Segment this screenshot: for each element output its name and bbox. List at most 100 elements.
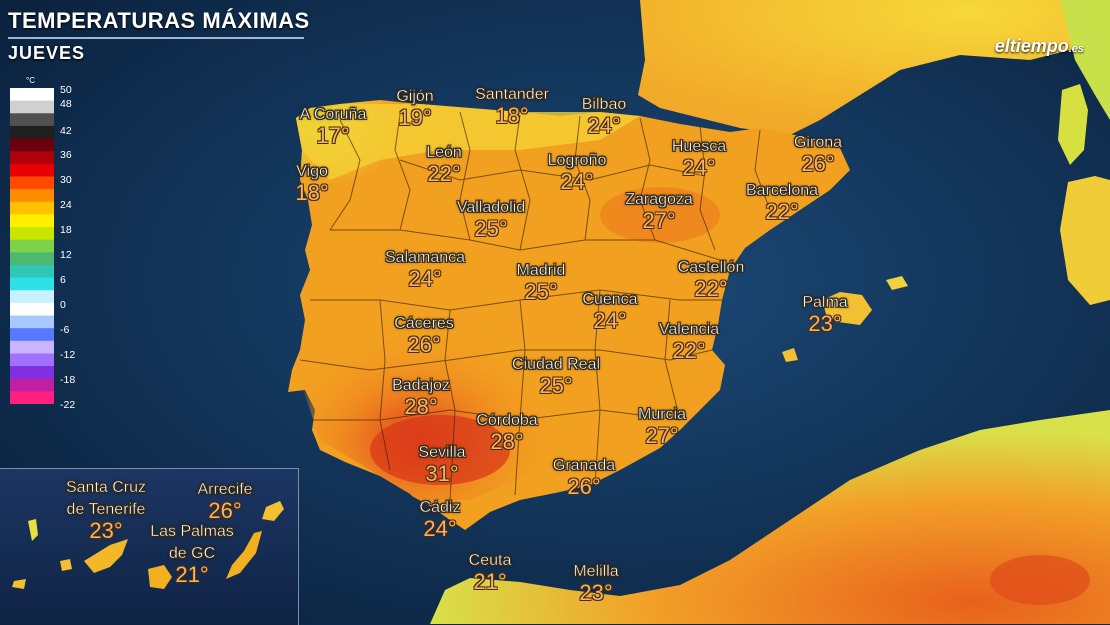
city-las-palmas-de-gc: Las Palmas de GC 21°	[150, 523, 234, 587]
city-valladolid: Valladolid 25°	[457, 199, 526, 241]
city-name-line1: Las Palmas	[150, 523, 234, 540]
city-temp: 22°	[427, 161, 461, 186]
city-santa-cruz-de-tenerife: Santa Cruz de Tenerife 23°	[66, 479, 146, 543]
legend-tick-label: 36	[60, 149, 72, 161]
city-madrid: Madrid 25°	[516, 262, 566, 304]
city-vigo: Vigo 18°	[295, 163, 328, 205]
city-castellon: Castellón 22°	[677, 259, 744, 301]
logo-suffix: .es	[1068, 43, 1084, 55]
city-name: Vigo	[296, 163, 328, 180]
city-temp: 21°	[473, 569, 507, 594]
legend-tick-label: 30	[60, 174, 72, 186]
legend-swatch	[10, 328, 54, 342]
city-name: Huesca	[671, 138, 727, 155]
city-caceres: Cáceres 26°	[394, 315, 454, 357]
city-name: Cuenca	[582, 291, 638, 308]
city-name: Ceuta	[468, 552, 512, 569]
city-temp: 27°	[645, 423, 679, 448]
legend-tick-label: -12	[60, 349, 76, 361]
sardinia	[1060, 176, 1110, 305]
city-temp: 24°	[408, 266, 442, 291]
la-gomera	[60, 559, 72, 571]
city-melilla: Melilla 23°	[573, 563, 619, 605]
city-name: Badajoz	[392, 377, 450, 394]
legend-tick-label: 6	[60, 274, 66, 286]
city-name: Santander	[475, 86, 549, 103]
city-name: Sevilla	[418, 444, 466, 461]
city-name: Girona	[793, 134, 843, 151]
city-temp: 28°	[490, 429, 524, 454]
city-temp: 27°	[642, 208, 676, 233]
legend-swatch	[10, 100, 54, 114]
city-cuenca: Cuenca 24°	[582, 291, 638, 333]
legend-swatch	[10, 378, 54, 392]
legend-swatch	[10, 88, 54, 102]
city-name-line2: de GC	[168, 545, 216, 562]
legend-tick-label: 12	[60, 249, 72, 261]
city-ceuta: Ceuta 21°	[468, 552, 512, 594]
canary-islands-map	[12, 501, 284, 589]
legend-swatch	[10, 277, 54, 291]
city-cordoba: Córdoba 28°	[476, 412, 538, 454]
legend-swatch	[10, 125, 54, 140]
el-hierro	[12, 579, 26, 589]
legend-swatch	[10, 239, 54, 253]
city-salamanca: Salamanca 24°	[385, 249, 465, 291]
legend-swatch	[10, 189, 54, 203]
city-cadiz: Cádiz 24°	[419, 499, 461, 541]
city-zaragoza: Zaragoza 27°	[625, 191, 693, 233]
legend-tick-label: 48	[60, 98, 72, 110]
city-ciudad-real: Ciudad Real 25°	[512, 356, 600, 398]
legend-swatch	[10, 302, 54, 317]
legend-tick-label: -18	[60, 374, 76, 386]
city-name: Madrid	[516, 262, 566, 279]
city-name: Zaragoza	[625, 191, 693, 208]
city-logrono: Logroño 24°	[547, 152, 607, 194]
legend-swatch	[10, 353, 54, 367]
city-temp: 18°	[495, 103, 529, 128]
city-name: Logroño	[547, 152, 607, 169]
menorca	[886, 276, 908, 290]
legend-swatch	[10, 163, 54, 178]
eltiempo-logo[interactable]: eltiempo.es	[995, 36, 1084, 57]
city-santander: Santander 18°	[475, 86, 549, 128]
city-name: Bilbao	[581, 96, 627, 113]
fuerteventura	[226, 531, 262, 579]
city-name: Arrecife	[197, 481, 253, 498]
ibiza	[782, 348, 798, 362]
city-temp: 31°	[425, 461, 459, 486]
city-name: Melilla	[573, 563, 619, 580]
city-temp: 24°	[587, 113, 621, 138]
city-barcelona: Barcelona 22°	[746, 182, 818, 224]
city-name: Córdoba	[476, 412, 538, 429]
north-africa	[430, 410, 1110, 624]
city-huesca: Huesca 24°	[671, 138, 727, 180]
city-name: León	[426, 144, 462, 161]
legend-swatch	[10, 138, 54, 152]
city-temp: 26°	[208, 498, 242, 523]
mallorca	[822, 292, 872, 325]
city-temp: 23°	[89, 518, 123, 543]
city-gijon: Gijón 19°	[396, 88, 434, 130]
city-temp: 26°	[407, 332, 441, 357]
city-arrecife: Arrecife 26°	[197, 481, 253, 523]
legend-tick-label: 24	[60, 199, 72, 211]
legend-tick-label: 18	[60, 224, 72, 236]
la-palma	[28, 519, 38, 541]
city-name: Cádiz	[419, 499, 461, 516]
city-temp: 25°	[539, 373, 573, 398]
legend-swatch	[10, 290, 54, 304]
city-temp: 26°	[567, 474, 601, 499]
city-temp: 25°	[474, 216, 508, 241]
city-name: Cáceres	[394, 315, 454, 332]
city-temp: 24°	[682, 155, 716, 180]
city-name-line1: Santa Cruz	[65, 479, 147, 496]
legend-swatch	[10, 214, 54, 228]
city-valencia: Valencia 22°	[659, 321, 720, 363]
city-name: Barcelona	[745, 182, 819, 199]
lanzarote	[262, 501, 284, 521]
legend-swatch	[10, 340, 54, 355]
logo-main: eltiempo	[994, 36, 1069, 56]
city-temp: 19°	[398, 105, 432, 130]
city-badajoz: Badajoz 28°	[392, 377, 450, 419]
